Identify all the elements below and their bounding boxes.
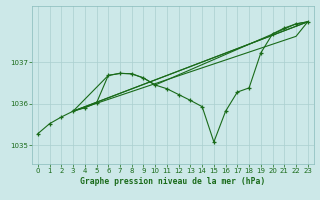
X-axis label: Graphe pression niveau de la mer (hPa): Graphe pression niveau de la mer (hPa) <box>80 177 265 186</box>
